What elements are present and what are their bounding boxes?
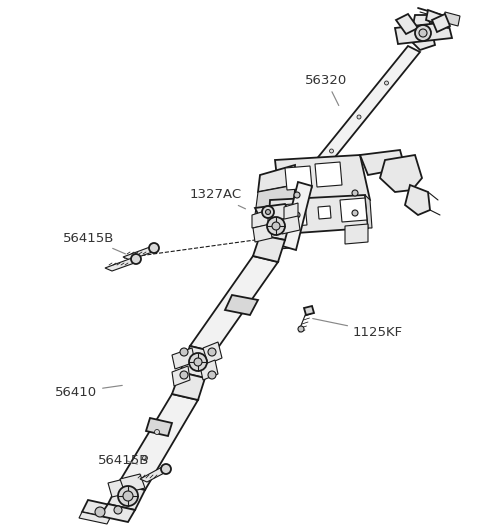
Circle shape: [161, 464, 171, 474]
Polygon shape: [146, 418, 172, 436]
Polygon shape: [260, 208, 292, 240]
Polygon shape: [140, 467, 170, 482]
Circle shape: [298, 326, 304, 332]
Polygon shape: [284, 203, 298, 222]
Polygon shape: [105, 258, 140, 271]
Polygon shape: [315, 162, 342, 187]
Polygon shape: [258, 165, 295, 192]
Polygon shape: [172, 366, 190, 386]
Circle shape: [118, 486, 138, 506]
Polygon shape: [172, 372, 205, 400]
Circle shape: [384, 81, 388, 85]
Polygon shape: [443, 12, 460, 26]
Polygon shape: [268, 230, 290, 250]
Polygon shape: [285, 166, 312, 190]
Polygon shape: [203, 342, 222, 364]
Circle shape: [123, 491, 133, 501]
Polygon shape: [225, 295, 258, 315]
Circle shape: [143, 456, 147, 460]
Polygon shape: [108, 478, 133, 497]
Polygon shape: [252, 210, 268, 228]
Polygon shape: [100, 504, 135, 522]
Polygon shape: [79, 512, 110, 524]
Circle shape: [267, 217, 285, 235]
Circle shape: [294, 212, 300, 218]
Circle shape: [194, 358, 202, 366]
Polygon shape: [190, 256, 278, 352]
Circle shape: [329, 149, 334, 153]
Circle shape: [208, 348, 216, 356]
Polygon shape: [304, 306, 314, 315]
Polygon shape: [180, 346, 215, 378]
Circle shape: [415, 25, 431, 41]
Circle shape: [114, 506, 122, 514]
Polygon shape: [405, 185, 430, 215]
Circle shape: [180, 348, 188, 356]
Polygon shape: [432, 14, 450, 32]
Circle shape: [272, 222, 280, 230]
Polygon shape: [395, 22, 452, 44]
Polygon shape: [396, 14, 418, 34]
Polygon shape: [255, 204, 292, 222]
Text: 56320: 56320: [305, 74, 347, 106]
Polygon shape: [426, 10, 450, 28]
Polygon shape: [280, 216, 300, 234]
Polygon shape: [253, 235, 285, 262]
Polygon shape: [282, 182, 312, 250]
Polygon shape: [82, 500, 115, 518]
Polygon shape: [123, 247, 158, 260]
Polygon shape: [108, 484, 145, 510]
Polygon shape: [275, 155, 370, 205]
Circle shape: [180, 371, 188, 379]
Polygon shape: [118, 394, 198, 490]
Circle shape: [419, 29, 427, 37]
Circle shape: [95, 507, 105, 517]
Circle shape: [189, 353, 207, 371]
Polygon shape: [365, 195, 372, 228]
Circle shape: [149, 243, 159, 253]
Polygon shape: [200, 360, 218, 380]
Polygon shape: [253, 224, 272, 242]
Polygon shape: [298, 46, 420, 188]
Polygon shape: [280, 203, 307, 227]
Circle shape: [352, 190, 358, 196]
Circle shape: [262, 206, 274, 218]
Circle shape: [265, 209, 271, 215]
Polygon shape: [172, 348, 195, 369]
Circle shape: [155, 430, 159, 434]
Polygon shape: [345, 224, 368, 244]
Circle shape: [294, 192, 300, 198]
Polygon shape: [268, 195, 368, 235]
Polygon shape: [360, 150, 405, 175]
Text: 1125KF: 1125KF: [313, 319, 403, 339]
Text: 56410: 56410: [55, 386, 122, 399]
Text: 1327AC: 1327AC: [190, 188, 245, 209]
Polygon shape: [410, 15, 435, 50]
Text: 56415B: 56415B: [63, 231, 125, 254]
Polygon shape: [340, 198, 367, 222]
Circle shape: [208, 371, 216, 379]
Polygon shape: [255, 185, 295, 215]
Circle shape: [352, 210, 358, 216]
Circle shape: [357, 115, 361, 119]
Polygon shape: [120, 474, 145, 493]
Text: 56415B: 56415B: [98, 453, 149, 467]
Circle shape: [131, 254, 141, 264]
Polygon shape: [318, 206, 331, 219]
Polygon shape: [380, 155, 422, 192]
